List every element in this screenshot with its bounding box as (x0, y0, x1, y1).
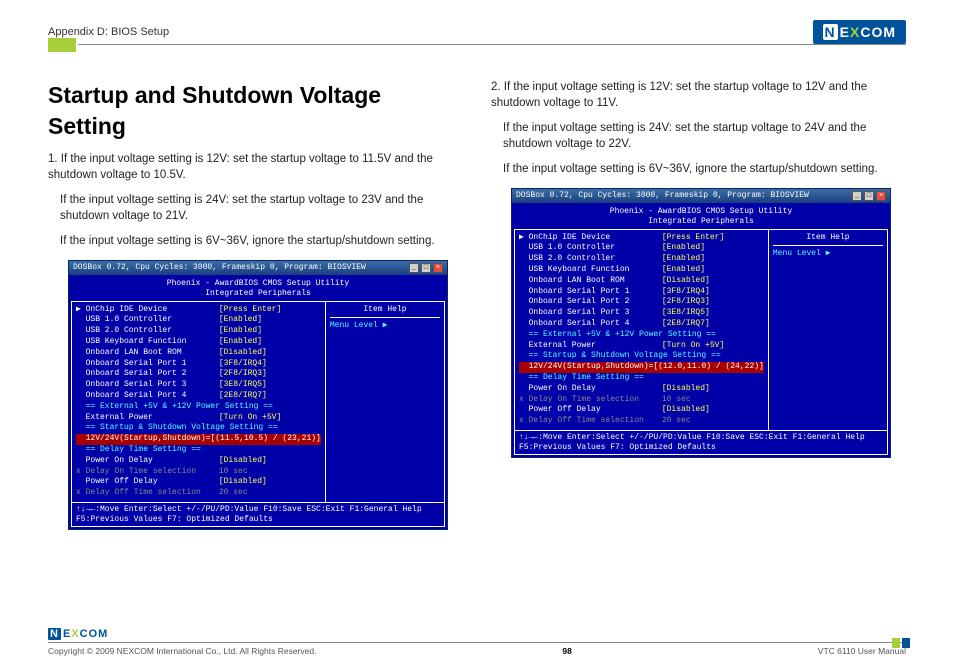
bios-row: USB Keyboard Function[Enabled] (76, 337, 321, 348)
bios2-footer: ↑↓→←:Move Enter:Select +/-/PU/PD:Value F… (514, 431, 888, 455)
page-title: Startup and Shutdown Voltage Setting (48, 80, 463, 142)
col2-p1: 2. If the input voltage setting is 12V: … (491, 80, 906, 111)
bios-row: Onboard Serial Port 2[2F8/IRQ3] (519, 297, 764, 308)
bios2-footer2: F5:Previous Values F7: Optimized Default… (519, 443, 883, 453)
bios2-header1: Phoenix - AwardBIOS CMOS Setup Utility (514, 207, 888, 217)
bios-row: ▶ OnChip IDE Device[Press Enter] (519, 233, 764, 244)
page-footer: NEXCOM Copyright © 2009 NEXCOM Internati… (48, 628, 906, 656)
bios2-right-panel: Item Help Menu Level ▶ (769, 230, 887, 430)
footer-notch-green (892, 638, 900, 648)
bios-row: == External +5V & +12V Power Setting == (76, 402, 321, 413)
bios-row: USB 2.0 Controller[Enabled] (519, 254, 764, 265)
bios1-help-body: Menu Level ▶ (330, 321, 440, 332)
close-icon: × (876, 191, 886, 201)
close-icon: × (433, 263, 443, 273)
bios1-footer: ↑↓→←:Move Enter:Select +/-/PU/PD:Value F… (71, 503, 445, 527)
header-notch (48, 38, 76, 52)
bios-row: USB 2.0 Controller[Enabled] (76, 326, 321, 337)
bios2-help-body: Menu Level ▶ (773, 249, 883, 260)
bios2-title-text: DOSBox 0.72, Cpu Cycles: 3000, Frameskip… (516, 191, 809, 202)
nexcom-logo: NEXCOM (813, 20, 906, 44)
bios-row-selected: 12V/24V(Startup,Shutdown)=[(11.5,10.5) /… (76, 434, 321, 445)
page-number: 98 (562, 646, 571, 656)
bios1-titlebar: DOSBox 0.72, Cpu Cycles: 3000, Frameskip… (69, 261, 447, 276)
bios-row: Onboard Serial Port 3[3E8/IRQ5] (519, 308, 764, 319)
bios-row-selected: 12V/24V(Startup,Shutdown)=[(12.0,11.0) /… (519, 362, 764, 373)
bios-row: Power Off Delay[Disabled] (76, 477, 321, 488)
bios-row: USB 1.0 Controller[Enabled] (76, 315, 321, 326)
bios-row: == Delay Time Setting == (76, 445, 321, 456)
bios1-left-panel: ▶ OnChip IDE Device[Press Enter] USB 1.0… (72, 302, 326, 502)
bios-row: x Delay Off Time selection20 sec (519, 416, 764, 427)
copyright-text: Copyright © 2009 NEXCOM International Co… (48, 646, 316, 656)
bios-row: x Delay Off Time selection20 sec (76, 488, 321, 499)
col1-p1: 1. If the input voltage setting is 12V: … (48, 152, 463, 183)
col1-p2: If the input voltage setting is 24V: set… (48, 193, 463, 224)
bios1-footer1: ↑↓→←:Move Enter:Select +/-/PU/PD:Value F… (76, 505, 440, 515)
bios-row: Power Off Delay[Disabled] (519, 405, 764, 416)
bios1-footer2: F5:Previous Values F7: Optimized Default… (76, 515, 440, 525)
bios-row: Power On Delay[Disabled] (76, 456, 321, 467)
bios-row: External Power[Turn On +5V] (76, 413, 321, 424)
footer-notch-blue (902, 638, 910, 648)
bios-row: == Startup & Shutdown Voltage Setting == (76, 423, 321, 434)
col2-p3: If the input voltage setting is 6V~36V, … (491, 162, 906, 178)
bios-row: USB Keyboard Function[Enabled] (519, 265, 764, 276)
maximize-icon: □ (864, 191, 874, 201)
bios-row: Onboard LAN Boot ROM[Disabled] (76, 348, 321, 359)
bios-row: Onboard Serial Port 4[2E8/IRQ7] (519, 319, 764, 330)
bios1-right-panel: Item Help Menu Level ▶ (326, 302, 444, 502)
bios-row: Onboard Serial Port 1[3F8/IRQ4] (76, 359, 321, 370)
bios-row: == External +5V & +12V Power Setting == (519, 330, 764, 341)
bios1-title-text: DOSBox 0.72, Cpu Cycles: 3000, Frameskip… (73, 263, 366, 274)
bios-row: x Delay On Time selection10 sec (519, 395, 764, 406)
bios-row: == Delay Time Setting == (519, 373, 764, 384)
col1-p3: If the input voltage setting is 6V~36V, … (48, 234, 463, 250)
bios2-left-panel: ▶ OnChip IDE Device[Press Enter] USB 1.0… (515, 230, 769, 430)
bios1-help-title: Item Help (330, 305, 440, 319)
bios-row: Onboard Serial Port 4[2E8/IRQ7] (76, 391, 321, 402)
maximize-icon: □ (421, 263, 431, 273)
bios-row: Onboard Serial Port 1[3F8/IRQ4] (519, 287, 764, 298)
footer-logo: NEXCOM (48, 628, 906, 640)
appendix-label: Appendix D: BIOS Setup (48, 26, 169, 38)
bios-row: == Startup & Shutdown Voltage Setting == (519, 351, 764, 362)
bios2-titlebar: DOSBox 0.72, Cpu Cycles: 3000, Frameskip… (512, 189, 890, 204)
minimize-icon: _ (852, 191, 862, 201)
bios2-footer1: ↑↓→←:Move Enter:Select +/-/PU/PD:Value F… (519, 433, 883, 443)
header-rule (78, 44, 906, 45)
bios-row: Onboard Serial Port 3[3E8/IRQ5] (76, 380, 321, 391)
bios1-header1: Phoenix - AwardBIOS CMOS Setup Utility (71, 279, 445, 289)
bios2-header2: Integrated Peripherals (514, 217, 888, 227)
bios-screenshot-1: DOSBox 0.72, Cpu Cycles: 3000, Frameskip… (68, 260, 448, 531)
bios-row: Onboard LAN Boot ROM[Disabled] (519, 276, 764, 287)
bios-row: USB 1.0 Controller[Enabled] (519, 243, 764, 254)
col2-p2: If the input voltage setting is 24V: set… (491, 121, 906, 152)
bios-row: Onboard Serial Port 2[2F8/IRQ3] (76, 369, 321, 380)
bios-screenshot-2: DOSBox 0.72, Cpu Cycles: 3000, Frameskip… (511, 188, 891, 459)
right-column: 2. If the input voltage setting is 12V: … (491, 80, 906, 530)
bios2-help-title: Item Help (773, 233, 883, 247)
minimize-icon: _ (409, 263, 419, 273)
left-column: Startup and Shutdown Voltage Setting 1. … (48, 80, 463, 530)
bios-row: External Power[Turn On +5V] (519, 341, 764, 352)
bios1-header2: Integrated Peripherals (71, 289, 445, 299)
bios-row: ▶ OnChip IDE Device[Press Enter] (76, 305, 321, 316)
bios-row: x Delay On Time selection10 sec (76, 467, 321, 478)
bios-row: Power On Delay[Disabled] (519, 384, 764, 395)
